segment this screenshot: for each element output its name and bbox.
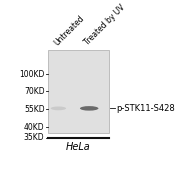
Text: HeLa: HeLa [66, 142, 91, 152]
Text: 55KD: 55KD [24, 105, 44, 114]
Ellipse shape [51, 107, 66, 110]
Ellipse shape [80, 106, 98, 111]
Text: 35KD: 35KD [24, 133, 44, 142]
Text: Treated by UV: Treated by UV [83, 3, 127, 47]
Bar [48, 50, 109, 133]
Text: 40KD: 40KD [24, 123, 44, 132]
Text: 100KD: 100KD [19, 70, 44, 79]
Text: 70KD: 70KD [24, 87, 44, 96]
Text: Untreated: Untreated [52, 14, 86, 47]
Text: p-STK11-S428: p-STK11-S428 [116, 104, 175, 113]
